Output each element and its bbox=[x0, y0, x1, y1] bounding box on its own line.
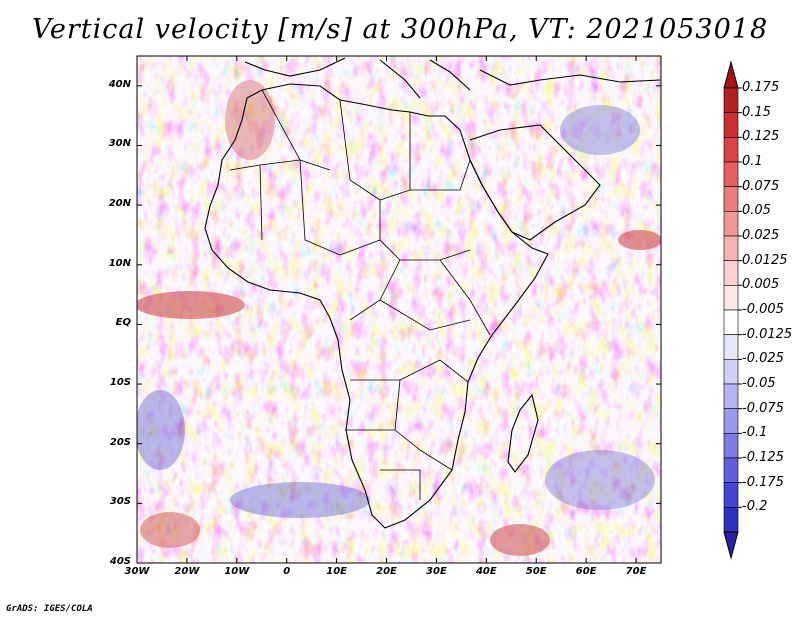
colorbar-label: 0.0125 bbox=[742, 252, 788, 268]
colorbar-swatch bbox=[723, 482, 739, 508]
colorbar-swatch bbox=[723, 334, 739, 360]
colorbar-label: 0.1 bbox=[742, 154, 763, 169]
colorbar-swatch bbox=[723, 433, 739, 459]
lon-label: 30E bbox=[426, 566, 447, 577]
colorbar bbox=[723, 60, 742, 560]
europe-coastline bbox=[244, 57, 661, 99]
colorbar-label: -0.125 bbox=[742, 450, 784, 465]
colorbar-label: 0.025 bbox=[742, 228, 780, 243]
plot-frame bbox=[136, 55, 662, 564]
lon-label: 10E bbox=[326, 566, 347, 577]
lon-label: 40E bbox=[475, 566, 497, 577]
colorbar-label: 0.005 bbox=[742, 277, 780, 293]
arabia-coastline bbox=[469, 124, 601, 241]
lon-label: 20E bbox=[376, 566, 397, 577]
colorbar-label: -0.005 bbox=[742, 302, 784, 317]
lon-label: 70E bbox=[625, 566, 647, 577]
lon-label: 30W bbox=[124, 566, 150, 577]
colorbar-swatch bbox=[723, 383, 739, 409]
colorbar-swatch bbox=[723, 457, 739, 483]
lat-label: 30N bbox=[108, 138, 131, 150]
lon-label: 60E bbox=[575, 566, 597, 577]
lat-label: 40S bbox=[109, 556, 131, 567]
colorbar-label: -0.2 bbox=[742, 499, 768, 515]
colorbar-swatch bbox=[723, 87, 739, 113]
colorbar-label: -0.075 bbox=[742, 400, 784, 416]
colorbar-min-arrow bbox=[723, 531, 739, 560]
lat-label: 10N bbox=[108, 257, 131, 269]
colorbar-label: -0.025 bbox=[742, 351, 784, 367]
colorbar-label: -0.0125 bbox=[742, 326, 793, 342]
colorbar-label: -0.05 bbox=[742, 376, 776, 391]
lat-label: 30S bbox=[109, 496, 131, 508]
colorbar-swatch bbox=[723, 235, 739, 261]
lat-label: EQ bbox=[115, 317, 131, 329]
colorbar-label: 0.15 bbox=[742, 104, 771, 120]
grads-credit: GrADS: IGES/COLA bbox=[6, 604, 93, 614]
colorbar-swatch bbox=[723, 186, 739, 212]
country-borders bbox=[229, 89, 491, 500]
lat-label: 40N bbox=[108, 78, 131, 90]
colorbar-label: 0.075 bbox=[742, 178, 780, 194]
lon-label: 0 bbox=[283, 566, 291, 577]
colorbar-max-arrow bbox=[723, 60, 739, 89]
colorbar-swatch bbox=[723, 285, 739, 311]
colorbar-swatch bbox=[723, 309, 739, 335]
field-highlights bbox=[137, 80, 661, 556]
colorbar-swatch bbox=[723, 137, 739, 163]
colorbar-label: 0.175 bbox=[742, 80, 780, 95]
lat-label: 10S bbox=[109, 377, 131, 389]
lon-label: 20W bbox=[174, 566, 200, 577]
colorbar-swatch bbox=[723, 408, 739, 434]
colorbar-swatch bbox=[723, 359, 739, 385]
lon-label: 50E bbox=[525, 566, 547, 577]
axis-ticks bbox=[136, 56, 661, 564]
colorbar-label: 0.05 bbox=[742, 203, 771, 219]
coastlines bbox=[204, 57, 661, 529]
colorbar-label: 0.125 bbox=[742, 129, 780, 145]
colorbar-swatch bbox=[723, 112, 739, 138]
madagascar-coastline bbox=[507, 393, 539, 473]
colorbar-label: -0.175 bbox=[742, 474, 784, 490]
colorbar-label: -0.1 bbox=[742, 425, 768, 441]
colorbar-swatch bbox=[723, 211, 739, 237]
map-title: Vertical velocity [m/s] at 300hPa, VT: 2… bbox=[31, 14, 769, 45]
lat-label: 20N bbox=[108, 198, 131, 210]
colorbar-swatch bbox=[723, 507, 739, 533]
lon-label: 10W bbox=[224, 566, 250, 577]
lat-label: 20S bbox=[109, 436, 131, 448]
colorbar-swatch bbox=[723, 260, 739, 286]
colorbar-swatch bbox=[723, 161, 739, 187]
